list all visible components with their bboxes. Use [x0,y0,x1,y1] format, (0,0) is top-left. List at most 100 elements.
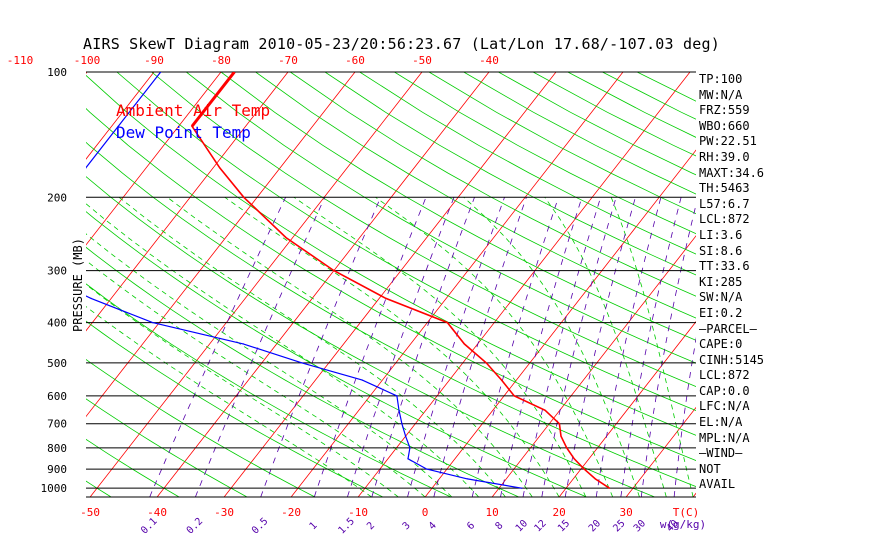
pressure-tick-label: 700 [47,418,67,431]
ambient-temp-line-point [583,468,585,470]
dewpoint-line-point [521,487,523,489]
dry-adiabat-line [86,320,384,497]
dewpoint-line-point [242,343,244,345]
ambient-temp-line-point [463,343,465,345]
y-axis-label: PRESSURE (MB) [71,238,85,332]
dewpoint-line-point [405,435,407,437]
mixing-ratio-tick-label: 6 [465,520,477,532]
bottom-temp-tick-label: 20 [552,506,565,519]
bottom-temp-tick-label: -40 [147,506,167,519]
ambient-temp-upper-segment [190,72,236,128]
index-item: —PARCEL— [699,321,757,336]
moist-adiabat-line [86,203,479,497]
dewpoint-line-point [69,197,70,198]
moist-adiabat-line [224,196,560,497]
mixing-ratio-tick-label: 2 [365,520,377,532]
index-item: RH:39.0 [699,149,750,164]
chart-title: AIRS SkewT Diagram 2010-05-23/20:56:23.6… [83,35,720,53]
dry-adiabat-line [151,72,696,388]
mixing-ratio-line [433,197,527,497]
dry-adiabat-line [290,72,696,297]
index-item: KI:285 [699,274,743,289]
ambient-temp-line-point [243,196,245,198]
dry-adiabat-line [86,211,587,497]
index-item: SW:N/A [699,290,743,305]
legend-ambient: Ambient Air Temp [116,101,271,120]
dry-adiabat-line [116,72,696,412]
dewpoint-line-point [90,297,92,299]
ambient-temp-line-point [219,167,221,169]
dewpoint-line-point [407,458,409,460]
isobars [86,71,696,498]
moist-adiabat-line [86,233,453,497]
ambient-temp-line-point [558,423,561,425]
index-item: CINH:5145 [699,352,765,367]
ambient-temp-line-point [485,362,487,364]
isotherm-line [491,235,696,497]
index-item: FRZ:559 [699,103,750,118]
dry-adiabat-line [359,72,696,255]
x-axis-label: T(C) [673,506,700,519]
ambient-temp-line-point [566,447,568,449]
index-item: LCL:872 [699,212,750,227]
mixing-ratio-tick-label: 20 [587,518,603,534]
dry-adiabat-line [86,74,696,436]
dewpoint-line [86,72,522,489]
pressure-tick-label: 500 [47,357,67,370]
dewpoint-line-point [152,322,154,324]
index-item: LCL:872 [699,368,750,383]
mixing-ratio-line [407,197,505,497]
isotherm-line [827,72,870,497]
bottom-temp-tick-label: -10 [348,506,368,519]
ambient-temp-line-point [560,435,562,437]
mixing-ratio-tick-label: 4 [427,520,439,532]
ambient-temp-line-point [333,270,335,272]
top-temp-tick-label: -110 [7,54,34,67]
index-item: NOT [699,461,721,476]
stability-indices: TP:100 MW:N/A FRZ:559 WBO:660 PW:22.51 RH:39.… [699,72,764,493]
index-item: L57:6.7 [699,196,750,211]
moist-adiabat-line [544,197,667,497]
mixing-ratio-line [595,197,662,497]
mixing-ratio-line [564,197,636,497]
dry-adiabat-line [186,72,696,364]
isotherm-line [89,72,423,497]
ambient-temp-line-point [385,297,387,299]
top-temp-tick-label: -70 [278,54,298,67]
isotherm-line [223,72,557,497]
bottom-temp-tick-label: 10 [485,506,498,519]
top-temp-tick-label: -40 [479,54,499,67]
background-lines [86,72,870,497]
dry-adiabat-line [86,141,696,488]
moist-adiabat-line [86,284,399,497]
dry-adiabat-line [220,72,696,341]
moist-adiabat-line [463,197,640,497]
index-item: MAXT:34.6 [699,165,765,180]
mixing-ratio-line [371,197,475,497]
dry-adiabat-line [86,438,180,497]
dry-adiabat-line [86,398,248,497]
mixing-ratio-tick-label: 10 [514,518,530,534]
dewpoint-line-point [86,167,87,169]
bottom-temp-tick-label: 30 [619,506,632,519]
dewpoint-line-point [301,362,303,364]
mixing-ratio-line [195,197,326,497]
moist-adiabat-line [86,306,372,497]
ambient-temp-line-point [594,478,596,480]
top-temp-tick-label: -80 [211,54,231,67]
moist-adiabat-line [293,196,587,497]
top-temp-tick-label: -60 [345,54,365,67]
moist-adiabat-line [118,196,506,497]
mixing-ratio-line [620,197,682,497]
pressure-tick-label: 800 [47,442,67,455]
dewpoint-line-point [32,270,33,271]
mixing-ratio-line [471,197,559,497]
index-item: CAPE:0 [699,337,743,352]
index-item: PW:22.51 [699,134,757,149]
ambient-temp-line [191,72,610,489]
mixing-ratio-tick-label: 0.5 [250,516,271,537]
index-item: MPL:N/A [699,430,750,445]
index-item: TP:100 [699,72,743,86]
mixing-ratio-line [313,197,427,497]
